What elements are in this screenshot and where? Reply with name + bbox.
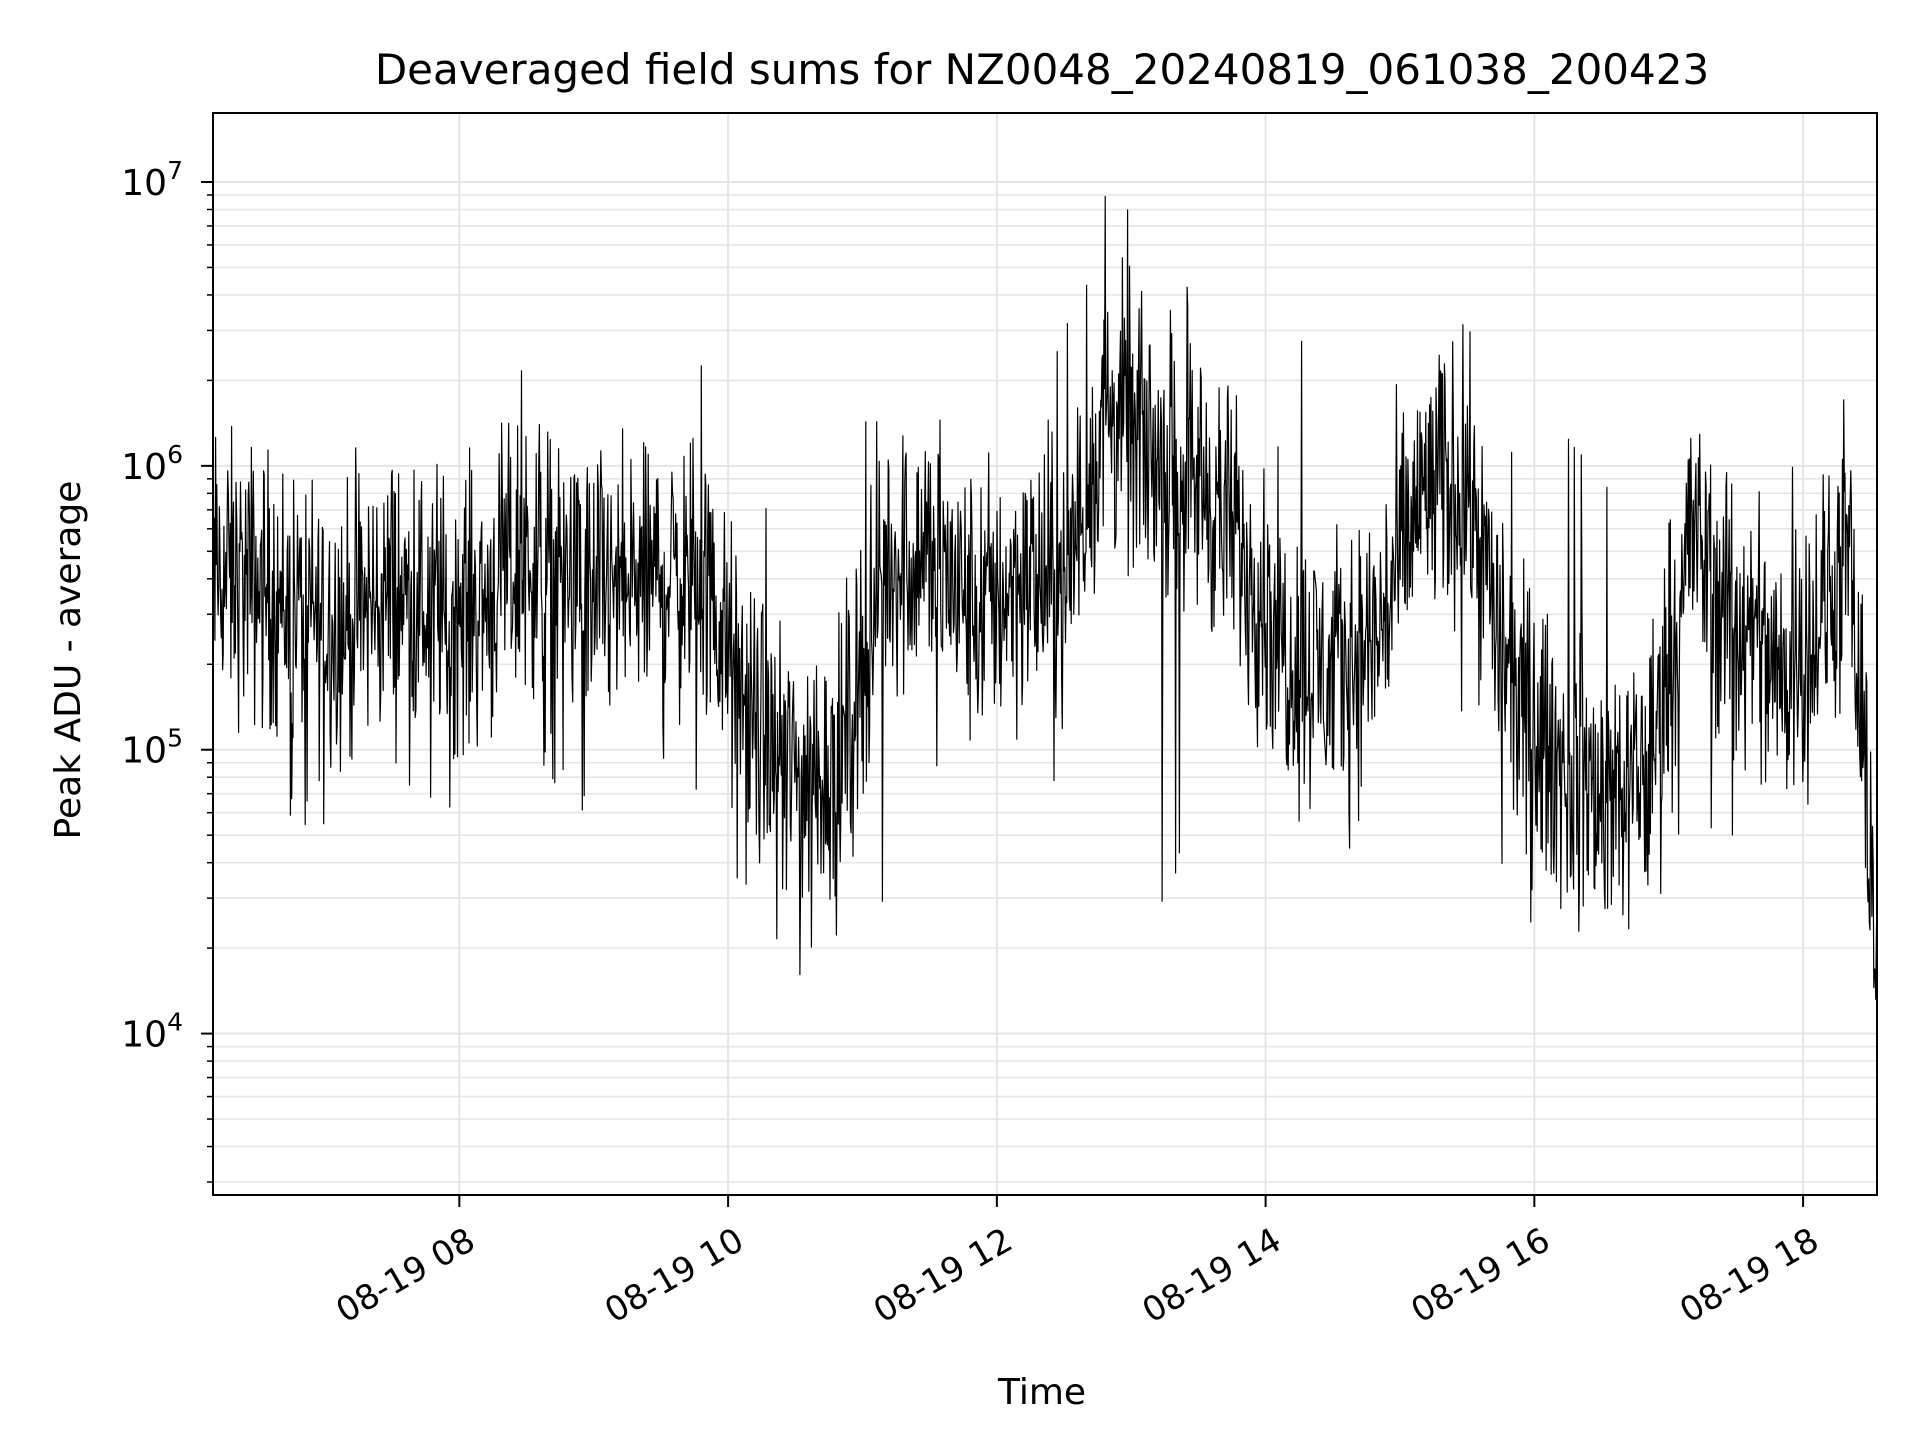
x-tick-label: 08-19 08 [329, 1220, 481, 1331]
x-axis-label: Time [997, 1372, 1086, 1413]
x-tick-label: 08-19 16 [1404, 1220, 1556, 1331]
y-tick-label: 104 [121, 1008, 183, 1056]
x-tick-label: 08-19 18 [1673, 1220, 1825, 1331]
y-axis-label: Peak ADU - average [48, 481, 89, 840]
series-line [212, 195, 1878, 1000]
chart-title: Deaveraged field sums for NZ0048_2024081… [375, 45, 1709, 94]
y-tick-label: 105 [121, 724, 183, 772]
y-tick-label: 107 [121, 156, 183, 204]
series-layer [212, 195, 1878, 1000]
x-tick-label: 08-19 12 [867, 1220, 1019, 1331]
y-tick-label: 106 [121, 440, 183, 488]
x-tick-label: 08-19 14 [1136, 1220, 1288, 1331]
plot-frame [212, 112, 1878, 1196]
x-axis: 08-19 08 08-19 10 08-19 12 08-19 14 08-19 16… [329, 1195, 1826, 1331]
x-tick-label: 08-19 10 [598, 1220, 750, 1331]
y-axis: 104 105 106 107 [121, 156, 213, 1183]
